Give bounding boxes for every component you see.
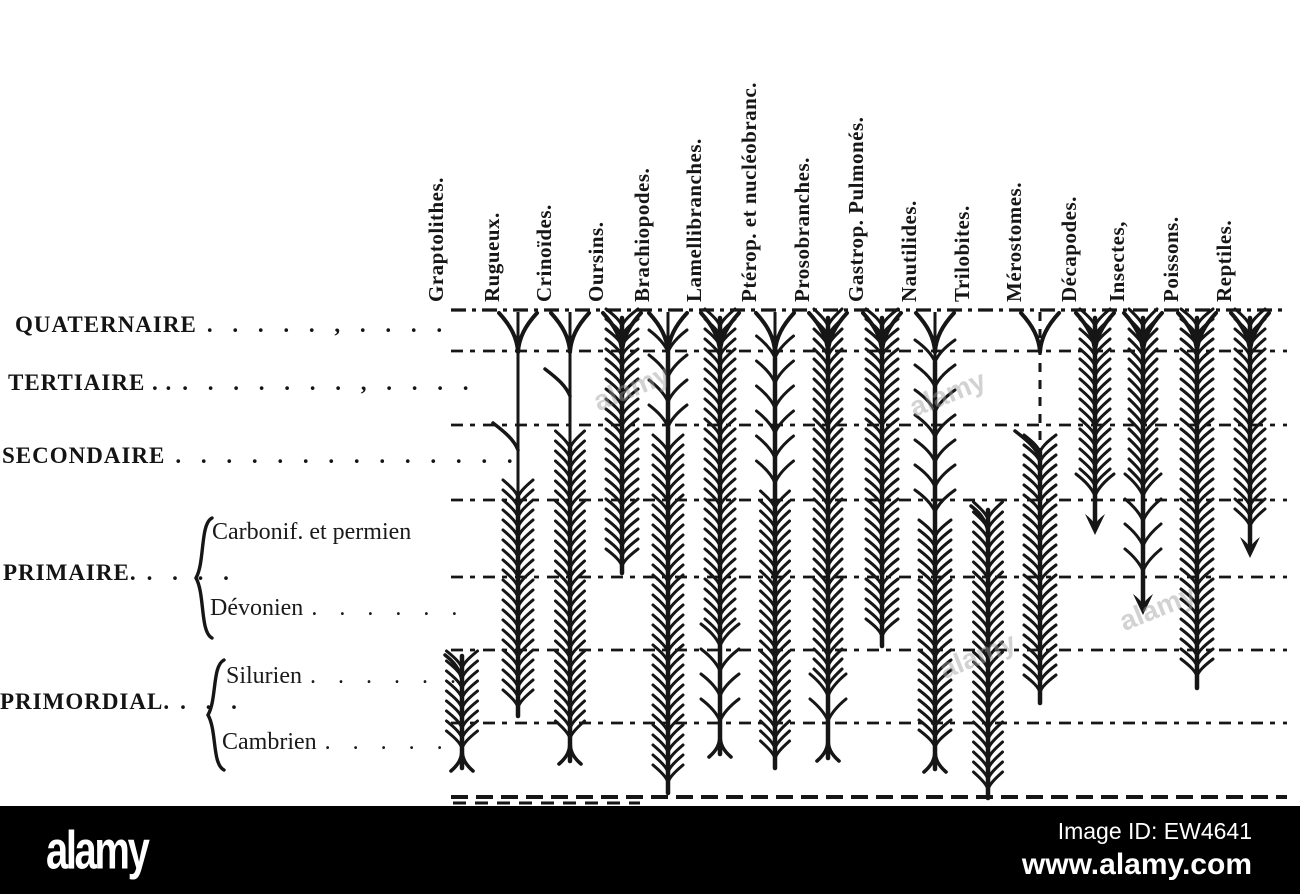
taxon-range [861, 307, 903, 649]
taxon-range [699, 307, 741, 759]
alamy-logo: alamy [46, 819, 150, 881]
image-credit-block: Image ID: EW4641 www.alamy.com [1022, 817, 1252, 883]
taxon-range [491, 311, 539, 719]
epoch-label: Silurien. . . . . . [226, 663, 464, 689]
epoch-label: Carbonif. et permien [212, 519, 412, 545]
period-label: TERTIAIRE . .. . . . . . . , . . . . [8, 370, 476, 395]
column-label: Décapodes. [1057, 196, 1081, 302]
brace [194, 516, 214, 640]
taxon-range [1013, 311, 1061, 706]
taxon-range [1229, 307, 1271, 558]
column-label: Reptiles. [1212, 219, 1236, 302]
column-label: Crinoïdes. [532, 204, 556, 302]
column-label: Prosobranches. [790, 157, 814, 302]
column-label: Nautilides. [897, 200, 921, 302]
brace [206, 658, 226, 772]
taxon-range [1176, 307, 1218, 691]
epoch-label: Dévonien. . . . . . [210, 595, 466, 621]
taxon-range [543, 311, 591, 766]
period-label: PRIMAIRE.. . . . [3, 560, 236, 585]
column-label: Gastrop. Pulmonés. [844, 116, 868, 302]
taxon-range [754, 311, 796, 771]
image-id: Image ID: EW4641 [1057, 817, 1252, 844]
period-label: PRIMORDIAL.. . . [0, 689, 244, 714]
alamy-watermark-bar: alamy Image ID: EW4641 www.alamy.com [0, 806, 1300, 894]
column-label: Rugueux. [480, 212, 504, 302]
alamy-url: www.alamy.com [1021, 847, 1252, 881]
column-label: Poissons. [1159, 216, 1183, 302]
column-label: Lamellibranches. [682, 138, 706, 302]
taxon-range [647, 311, 689, 796]
column-label: Oursins. [584, 221, 608, 302]
taxon-range [913, 311, 957, 774]
taxon-range [1122, 307, 1164, 615]
column-label: Mérostomes. [1002, 182, 1026, 302]
period-label: SECONDAIRE. . . . . . . . . . . . . . [2, 443, 520, 468]
taxon-range [443, 649, 479, 773]
taxon-range [601, 307, 643, 576]
taxon-range [969, 500, 1004, 801]
column-label: Brachiopodes. [630, 167, 654, 302]
column-label: Graptolithes. [424, 177, 448, 302]
period-label: QUATERNAIRE. . . . . , . . . . [15, 312, 450, 337]
column-label: Ptérop. et nucléobranc. [737, 82, 761, 302]
column-label: Insectes, [1105, 221, 1129, 302]
column-label: Trilobites. [950, 205, 974, 302]
taxon-range [1074, 307, 1116, 535]
taxon-range [807, 307, 849, 763]
epoch-label: Cambrien. . . . . [222, 729, 451, 755]
